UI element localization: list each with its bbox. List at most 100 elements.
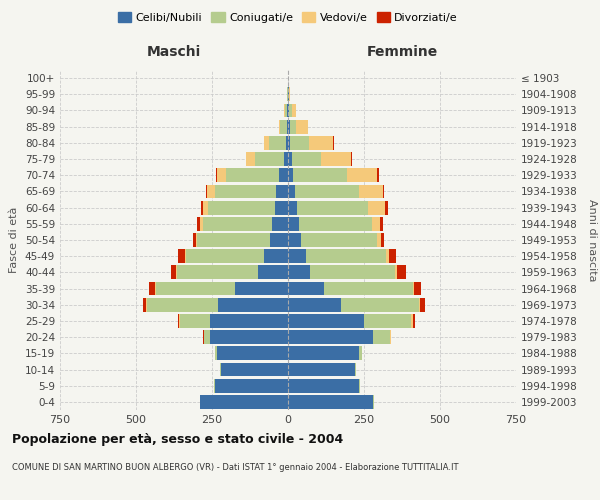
Bar [156,282,235,296]
Bar [320,152,351,166]
Bar [211,314,288,328]
Bar [296,120,308,134]
Bar [288,104,289,118]
Bar [200,217,203,230]
Bar [382,233,384,247]
Bar [355,362,356,376]
Text: Popolazione per età, sesso e stato civile - 2004: Popolazione per età, sesso e stato civil… [12,432,343,446]
Bar [373,395,374,409]
Bar [288,168,293,182]
Bar [395,266,397,280]
Bar [264,136,269,149]
Y-axis label: Fasce di età: Fasce di età [10,207,19,273]
Bar [215,346,217,360]
Bar [413,282,414,296]
Bar [292,104,296,118]
Bar [380,217,383,230]
Bar [364,314,411,328]
Bar [235,282,288,296]
Bar [419,298,420,312]
Legend: Celibi/Nubili, Coniugati/e, Vedovi/e, Divorziati/e: Celibi/Nubili, Coniugati/e, Vedovi/e, Di… [113,8,463,28]
Bar [386,250,389,263]
Bar [397,266,406,280]
Bar [288,379,359,392]
Bar [211,330,288,344]
Text: Maschi: Maschi [147,44,201,59]
Bar [271,233,288,247]
Bar [368,200,385,214]
Bar [177,266,257,280]
Bar [292,152,320,166]
Bar [288,120,290,134]
Bar [226,168,279,182]
Bar [193,233,196,247]
Bar [215,184,276,198]
Bar [308,136,333,149]
Bar [293,168,347,182]
Bar [290,136,308,149]
Bar [359,346,362,360]
Bar [155,282,156,296]
Bar [221,362,288,376]
Bar [288,282,325,296]
Bar [218,298,288,312]
Bar [178,314,179,328]
Bar [216,168,217,182]
Bar [146,298,218,312]
Bar [276,184,288,198]
Bar [289,88,290,101]
Bar [288,250,305,263]
Bar [201,200,203,214]
Bar [288,200,296,214]
Bar [269,136,286,149]
Bar [220,362,221,376]
Bar [217,346,288,360]
Bar [373,330,390,344]
Bar [288,346,359,360]
Bar [203,330,204,344]
Bar [214,379,215,392]
Bar [288,233,301,247]
Bar [208,200,275,214]
Bar [263,250,288,263]
Bar [185,250,186,263]
Bar [196,233,197,247]
Bar [359,379,361,392]
Bar [351,152,352,166]
Bar [203,217,272,230]
Bar [287,120,288,134]
Bar [290,120,296,134]
Bar [215,379,288,392]
Y-axis label: Anni di nascita: Anni di nascita [587,198,597,281]
Bar [255,152,284,166]
Bar [286,136,288,149]
Bar [383,184,385,198]
Bar [310,266,395,280]
Bar [204,330,205,344]
Bar [178,250,185,263]
Bar [284,104,287,118]
Bar [333,136,334,149]
Bar [197,233,271,247]
Bar [284,152,288,166]
Bar [288,266,310,280]
Bar [295,184,359,198]
Bar [206,184,208,198]
Bar [390,330,391,344]
Bar [203,200,208,214]
Bar [296,200,368,214]
Bar [205,330,211,344]
Bar [377,233,382,247]
Bar [371,217,380,230]
Bar [179,314,180,328]
Bar [288,314,364,328]
Bar [280,120,287,134]
Bar [279,168,288,182]
Bar [257,266,288,280]
Bar [288,152,292,166]
Bar [288,362,355,376]
Bar [288,217,299,230]
Bar [420,298,425,312]
Text: Femmine: Femmine [367,44,437,59]
Bar [288,184,295,198]
